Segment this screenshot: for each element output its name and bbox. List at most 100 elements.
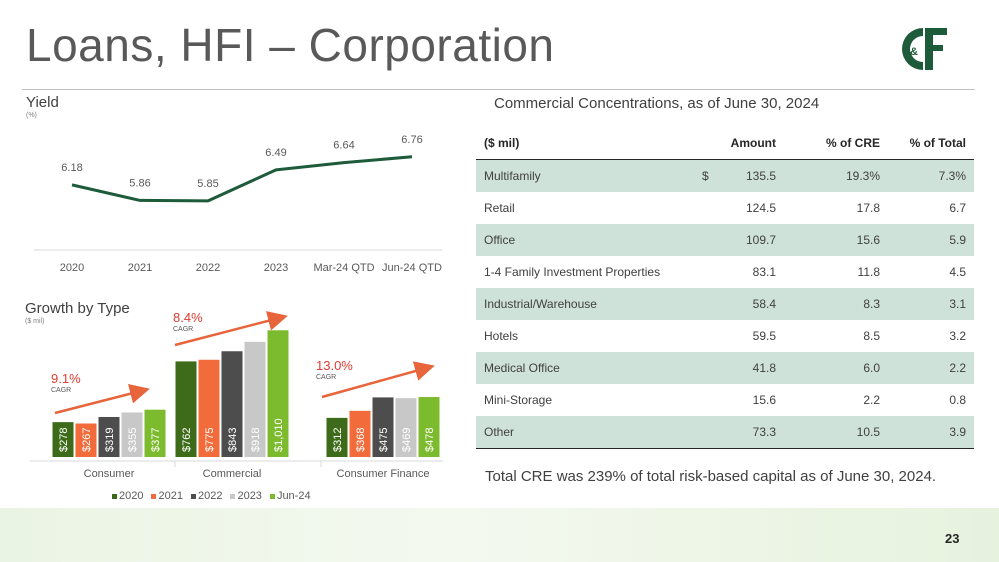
growth-bar	[372, 397, 394, 457]
table-row: Other 73.3 10.5 3.9	[476, 416, 974, 449]
yield-x-tick: 2021	[128, 262, 152, 274]
yield-x-tick: Mar-24 QTD	[313, 262, 374, 274]
legend-item: 2021	[151, 490, 183, 502]
growth-bar	[52, 422, 74, 457]
concentrations-table: ($ mil) Amount % of CRE % of Total Multi…	[476, 127, 974, 449]
title-divider	[22, 89, 975, 90]
page-number: 23	[945, 531, 960, 546]
cre-footnote: Total CRE was 239% of total risk-based c…	[485, 468, 937, 485]
table-row: Industrial/Warehouse 58.4 8.3 3.1	[476, 288, 974, 320]
legend-swatch	[269, 493, 275, 499]
yield-title: Yield	[26, 94, 59, 111]
row-amount: 41.8	[694, 352, 784, 384]
row-name: Retail	[484, 201, 515, 215]
row-pct-cre: 19.3%	[784, 159, 888, 192]
cagr-value: 13.0%	[316, 358, 353, 373]
row-name: Medical Office	[476, 352, 694, 384]
row-amount: $135.5	[694, 159, 784, 192]
cagr-consumer-finance: 13.0% CAGR	[316, 358, 353, 381]
header-pct-total: % of Total	[888, 127, 974, 160]
row-pct-total: 4.5	[949, 265, 966, 279]
legend-label: 2021	[158, 490, 183, 502]
growth-bar	[98, 416, 120, 457]
header-category: ($ mil)	[476, 127, 694, 160]
row-amount: 73.3	[694, 416, 784, 449]
growth-bar-label: $278	[58, 428, 70, 452]
row-pct-total: 3.2	[949, 329, 966, 343]
growth-bar-label: $775	[204, 428, 216, 452]
growth-legend: 2020 2021 2022 2023 Jun-24	[112, 490, 311, 502]
yield-data-label: 6.49	[265, 147, 286, 159]
yield-line	[71, 155, 413, 203]
legend-label: Jun-24	[276, 490, 311, 502]
table-row: Office 109.7 15.6 5.9	[476, 224, 974, 256]
cagr-value: 9.1%	[51, 371, 81, 386]
row-name: Office	[476, 224, 694, 256]
row-name: Mini-Storage	[484, 393, 553, 407]
growth-x-tick: Commercial	[203, 468, 262, 480]
row-amount: 58.4	[694, 288, 784, 320]
table-row: 1-4 Family Investment Properties 83.1 11…	[476, 256, 974, 288]
table-row: Hotels 59.5 8.5 3.2	[476, 320, 974, 352]
legend-swatch	[112, 493, 117, 499]
row-pct-cre: 11.8	[857, 265, 880, 279]
table-row: Multifamily $135.5 19.3% 7.3%	[476, 159, 974, 192]
row-name: Multifamily	[476, 159, 694, 192]
yield-x-tick: 2022	[196, 262, 220, 274]
currency-symbol: $	[702, 169, 709, 183]
growth-bar-label: $377	[150, 428, 162, 452]
yield-x-tick: 2023	[264, 262, 288, 274]
yield-data-label: 5.85	[197, 178, 218, 190]
row-pct-cre: 15.6	[784, 224, 888, 256]
slide-title: Loans, HFI – Corporation	[26, 19, 555, 71]
row-amount: 15.6	[752, 393, 776, 407]
growth-bar	[75, 423, 97, 457]
concentrations-title: Commercial Concentrations, as of June 30…	[494, 95, 820, 112]
row-pct-cre: 6.0	[784, 352, 888, 384]
yield-data-label: 6.76	[401, 134, 422, 146]
cagr-value: 8.4%	[173, 310, 203, 325]
growth-bar-label: $843	[227, 428, 239, 452]
amount-value: 135.5	[745, 169, 776, 183]
cagr-consumer: 9.1% CAGR	[51, 371, 81, 394]
row-name: 1-4 Family Investment Properties	[484, 265, 661, 279]
growth-bar	[144, 409, 166, 457]
cagr-label: CAGR	[51, 387, 72, 394]
row-pct-total: 3.1	[888, 288, 974, 320]
row-pct-total: 5.9	[888, 224, 974, 256]
growth-bar-label: $319	[104, 428, 116, 452]
legend-label: 2022	[197, 490, 223, 502]
table-row: Medical Office 41.8 6.0 2.2	[476, 352, 974, 384]
growth-bar-label: $918	[250, 428, 262, 452]
growth-bar	[244, 341, 266, 457]
growth-bar-label: $475	[378, 428, 390, 452]
cagr-label: CAGR	[173, 326, 194, 333]
row-pct-cre: 8.3	[784, 288, 888, 320]
row-name: Industrial/Warehouse	[476, 288, 694, 320]
legend-item: 2023	[230, 490, 262, 502]
footer-band	[0, 508, 999, 562]
growth-x-tick: Consumer Finance	[337, 468, 430, 480]
row-name: Other	[476, 416, 694, 449]
row-amount: 59.5	[752, 329, 776, 343]
row-pct-total: 6.7	[949, 201, 966, 215]
growth-bar	[326, 417, 348, 457]
legend-swatch	[190, 493, 196, 499]
legend-label: 2020	[119, 490, 144, 502]
row-pct-cre: 17.8	[856, 201, 880, 215]
yield-data-label: 5.86	[129, 177, 150, 189]
table-row: Mini-Storage 15.6 2.2 0.8	[476, 384, 974, 416]
header-pct-cre: % of CRE	[784, 127, 888, 160]
growth-bar	[121, 412, 143, 457]
row-pct-cre: 8.5	[863, 329, 880, 343]
legend-label: 2023	[237, 490, 262, 502]
growth-bar	[175, 361, 197, 457]
yield-data-label: 6.64	[333, 140, 354, 152]
yield-data-label: 6.18	[61, 162, 82, 174]
table-row: Retail 124.5 17.8 6.7	[476, 192, 974, 224]
cagr-arrow	[321, 361, 435, 399]
growth-bar-label: $762	[181, 428, 193, 452]
legend-item: 2022	[190, 490, 223, 502]
yield-line-chart: 6.18 5.86 5.85 6.49 6.64 6.76 2020 2021 2022 2023…	[34, 134, 442, 274]
header-amount: Amount	[694, 127, 784, 160]
